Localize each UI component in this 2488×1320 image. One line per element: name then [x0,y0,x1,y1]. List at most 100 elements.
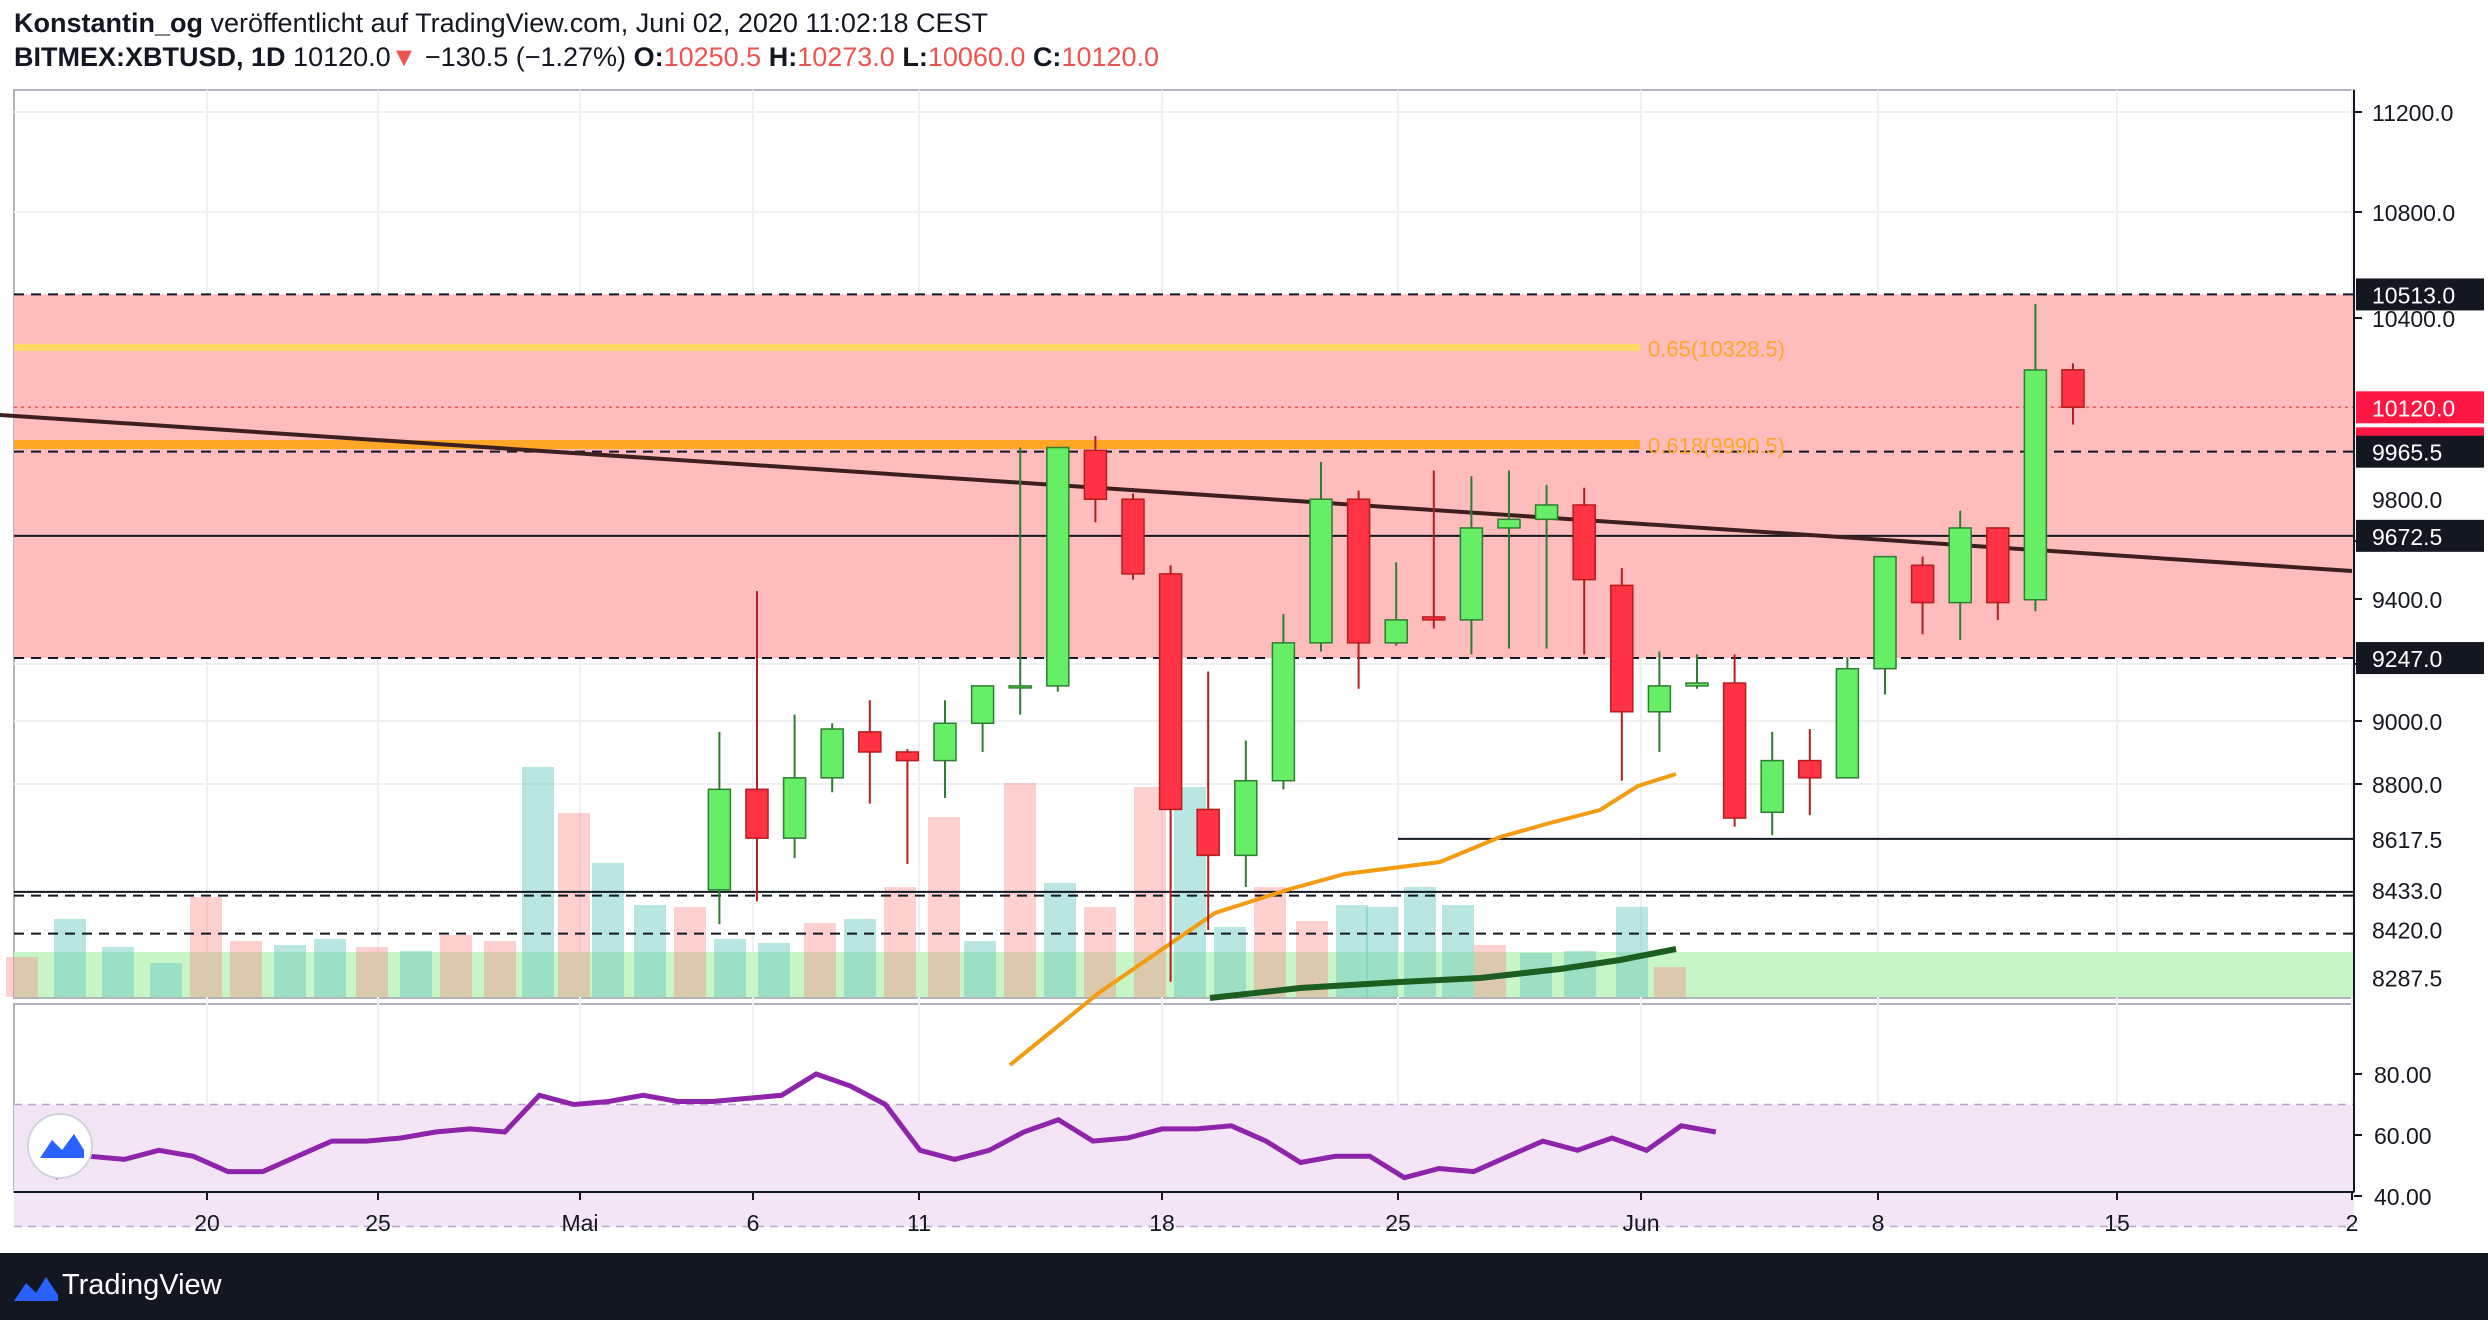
candle-body [895,751,920,762]
volume-bar [190,897,222,997]
tradingview-badge [27,1113,93,1179]
rsi-tick-label: 60.00 [2374,1123,2432,1149]
price-label: 9965.5 [2356,435,2484,468]
candle-body [1309,498,1333,644]
price-label: 8287.5 [2356,961,2484,994]
candle-body [2023,369,2048,601]
up-candle [1647,651,1672,752]
close-value: 10120.0 [1061,42,1160,72]
candle-body [1346,498,1371,644]
chart-area[interactable]: 0.65(10328.5) 0.618(9990.5) 11200.0 10800.… [0,88,2488,1253]
rsi-levels [14,1103,2354,1228]
down-candle [1346,490,1371,689]
candle-body [1760,759,1784,814]
publish-info: Konstantin_og veröffentlicht auf Trading… [14,8,988,39]
price-label-text: 8617.5 [2372,827,2442,853]
volume-bar [230,941,262,997]
support-zone [14,952,2354,997]
down-arrow-icon: ▼ [390,42,418,72]
fibonacci-levels: 0.65(10328.5) 0.618(9990.5) [14,336,1785,459]
down-candle [2061,363,2085,425]
time-tick-label: 18 [1149,1210,1175,1236]
tradingview-logo-icon [14,1277,58,1301]
candle-body [1158,573,1183,811]
volume-bar [884,887,916,997]
candle-body [858,731,882,753]
volume-bar [674,907,706,997]
price-label-text: 10120.0 [2372,395,2455,421]
volume-bar [400,951,432,997]
candle-body [1722,682,1747,819]
candle-body [970,685,995,725]
time-tick-label: 25 [365,1210,391,1236]
volume-bar [274,945,306,997]
up-candle [2023,303,2048,612]
candle-body [745,788,769,839]
candle-body [1948,527,1972,604]
candle-body [1196,808,1220,857]
candle-body [1384,619,1408,644]
candle-body [707,788,732,891]
down-candle [1986,527,2010,620]
price-change: −130.5 (−1.27%) [424,42,627,72]
price-label-box [2356,913,2484,946]
candle-body [820,728,844,779]
rsi-tick-label: 80.00 [2374,1062,2432,1088]
rsi-axis-ticks: 80.00 60.00 40.00 [2354,1062,2432,1210]
volume-bar [54,919,86,997]
price-tick-label: 10800.0 [2372,200,2455,226]
up-candle [1873,555,1897,695]
rsi-line [53,1071,1717,1181]
price-label: 10513.0 [2356,278,2484,311]
price-label-box [2356,391,2484,424]
low-value: 10060.0 [927,42,1026,72]
price-label-box [2356,822,2484,855]
candle-body [1873,555,1897,670]
up-candle [1497,470,1521,649]
publish-text: veröffentlicht auf TradingView.com, Juni… [210,8,988,38]
low-label: L: [902,42,928,72]
volume-bar [758,943,790,997]
time-axis[interactable]: 20 25 Mai 6 11 18 25 Jun 8 15 2 [194,1192,2358,1236]
down-candle [1722,654,1747,827]
up-candle [1384,562,1408,646]
volume-bar [1564,951,1596,997]
down-candle [1121,493,1145,580]
price-label-text: 9247.0 [2372,646,2442,672]
up-candle [1309,461,1333,652]
volume-bar [1044,883,1076,997]
volume-bar [150,963,182,997]
candle-body [1647,685,1672,713]
price-label-box [2356,435,2484,468]
time-tick-label: 6 [747,1210,760,1236]
down-candle [1083,436,1108,523]
price-tick-label: 9000.0 [2372,709,2442,735]
up-candle [782,714,807,859]
volume-bar [102,947,134,997]
volume-bar [714,939,746,997]
candle-body [1046,446,1070,687]
down-candle [858,700,882,804]
price-tick-label: 8800.0 [2372,772,2442,798]
volume-bar [440,935,472,997]
price-tick-label: 9400.0 [2372,587,2442,613]
down-candle [745,591,769,902]
author-name[interactable]: Konstantin_og [14,8,203,38]
time-tick-label: 11 [907,1210,931,1236]
up-candle [707,731,732,925]
time-tick-label: 20 [194,1210,220,1236]
volume-bar [522,767,554,997]
footer: TradingView [0,1253,2488,1320]
price-label-text: 9965.5 [2372,440,2442,466]
volume-bar [1474,945,1506,997]
volume-bar [6,957,38,997]
volume-bar [1616,907,1648,997]
price-axis[interactable] [2354,90,2488,1192]
fib-level-label: 0.618(9990.5) [1648,434,1785,459]
volume-bar [1654,967,1686,997]
up-candle [1046,446,1070,692]
candle-body [1572,504,1596,581]
price-label-text: 8287.5 [2372,966,2442,992]
rsi-tick-label: 40.00 [2374,1184,2432,1210]
brand-name[interactable]: TradingView [62,1269,222,1301]
